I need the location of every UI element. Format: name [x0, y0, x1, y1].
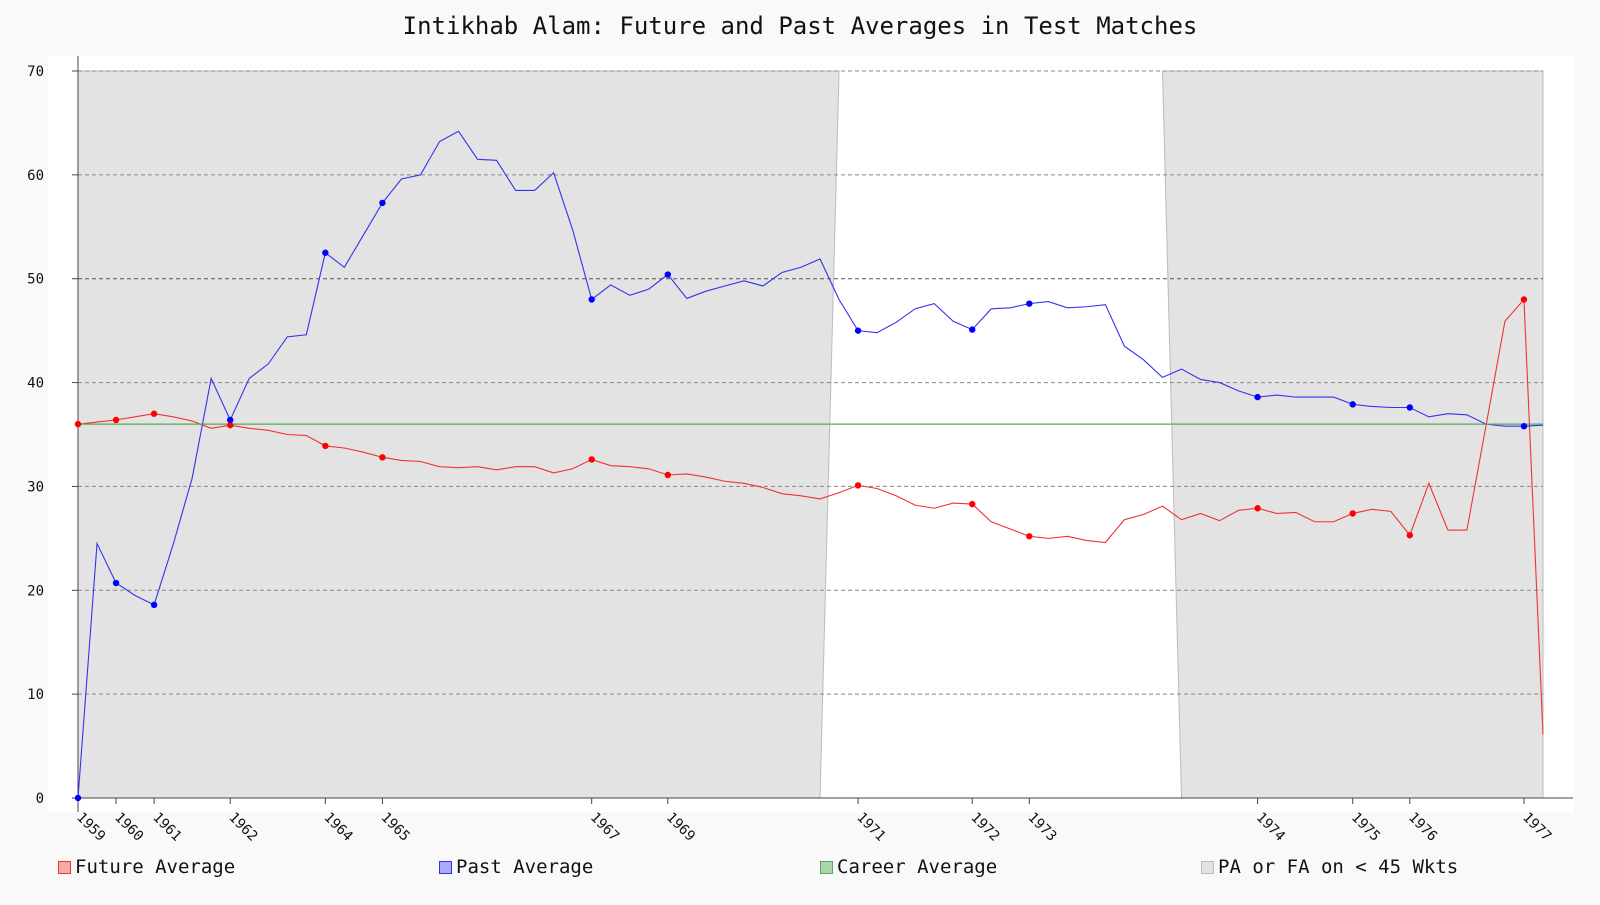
legend-item-future: Future Average	[58, 856, 235, 878]
point-future-average-match-5	[150, 410, 158, 417]
point-past-average-match-42	[854, 327, 862, 334]
grid-layer	[72, 70, 1543, 799]
shaded-band-region-1	[77, 70, 840, 799]
legend-label-career: Career Average	[837, 856, 998, 878]
ytick-label-50: 50	[27, 272, 44, 288]
point-past-average-match-5	[150, 601, 158, 609]
marker-layer	[74, 199, 1528, 802]
point-future-average-match-9	[227, 421, 234, 429]
chart-title: Intikhab Alam: Future and Past Averages …	[403, 12, 1198, 40]
legend: Future Average Past Average Career Avera…	[0, 856, 1600, 884]
xtick-label-1975: 1975	[1348, 810, 1383, 845]
xtick-label-1959: 1959	[73, 810, 108, 845]
legend-swatch-future	[58, 860, 71, 874]
legend-item-band: PA or FA on < 45 Wkts	[1201, 856, 1458, 878]
point-past-average-match-1	[74, 794, 82, 802]
point-future-average-match-42	[854, 482, 862, 489]
point-past-average-match-17	[379, 199, 386, 207]
ytick-label-20: 20	[27, 583, 44, 599]
legend-swatch-career	[820, 860, 833, 874]
ytick-label-10: 10	[27, 687, 44, 703]
series-layer	[77, 130, 1544, 799]
point-future-average-match-48	[969, 500, 976, 508]
point-future-average-match-51	[1026, 533, 1033, 540]
xtick-label-1967: 1967	[587, 810, 622, 845]
point-future-average-match-77	[1520, 296, 1528, 303]
xtick-label-1969: 1969	[663, 810, 698, 845]
legend-label-past: Past Average	[456, 856, 594, 878]
point-past-average-match-3	[112, 579, 120, 587]
xtick-label-1976: 1976	[1405, 810, 1440, 845]
point-past-average-match-71	[1406, 404, 1414, 411]
point-future-average-match-32	[664, 471, 672, 479]
axis-layer	[77, 56, 1573, 812]
xtick-label-1971: 1971	[853, 810, 888, 845]
point-past-average-match-68	[1349, 401, 1356, 408]
xtick-label-1973: 1973	[1024, 810, 1059, 845]
xtick-label-1977: 1977	[1519, 810, 1554, 845]
point-future-average-match-17	[379, 454, 386, 461]
point-future-average-match-1	[74, 420, 82, 428]
ytick-label-0: 0	[36, 791, 44, 807]
point-future-average-match-68	[1349, 510, 1356, 517]
xtick-label-1965: 1965	[378, 810, 413, 845]
xtick-label-1960: 1960	[111, 810, 146, 845]
legend-swatch-past	[439, 860, 452, 874]
shaded-band-layer	[77, 70, 1544, 799]
point-past-average-match-63	[1254, 393, 1261, 401]
series-line-future-average	[77, 298, 1544, 735]
point-past-average-match-14	[322, 249, 329, 256]
ytick-label-40: 40	[27, 376, 44, 392]
legend-label-future: Future Average	[75, 856, 236, 878]
xtick-label-1961: 1961	[149, 810, 184, 845]
shaded-band-region-2	[1161, 70, 1544, 799]
legend-item-career: Career Average	[820, 856, 997, 878]
point-future-average-match-71	[1406, 532, 1414, 539]
point-past-average-match-28	[588, 296, 595, 303]
legend-swatch-band	[1201, 860, 1214, 874]
point-future-average-match-14	[322, 442, 329, 450]
legend-item-past: Past Average	[439, 856, 593, 878]
xtick-label-1962: 1962	[225, 810, 260, 845]
point-past-average-match-77	[1520, 422, 1528, 430]
xtick-label-1974: 1974	[1253, 810, 1288, 845]
ytick-label-60: 60	[27, 168, 44, 184]
point-past-average-match-51	[1026, 300, 1033, 307]
point-past-average-match-48	[969, 326, 976, 333]
point-past-average-match-9	[227, 416, 234, 424]
legend-label-band: PA or FA on < 45 Wkts	[1218, 856, 1459, 878]
xtick-label-1964: 1964	[321, 810, 356, 845]
point-past-average-match-32	[664, 271, 672, 278]
ytick-label-70: 70	[27, 64, 44, 80]
ytick-label-30: 30	[27, 479, 44, 495]
point-future-average-match-3	[112, 416, 120, 424]
xtick-label-1972: 1972	[967, 810, 1002, 845]
series-line-past-average	[77, 130, 1544, 799]
point-future-average-match-28	[588, 456, 595, 463]
point-future-average-match-63	[1254, 505, 1261, 512]
